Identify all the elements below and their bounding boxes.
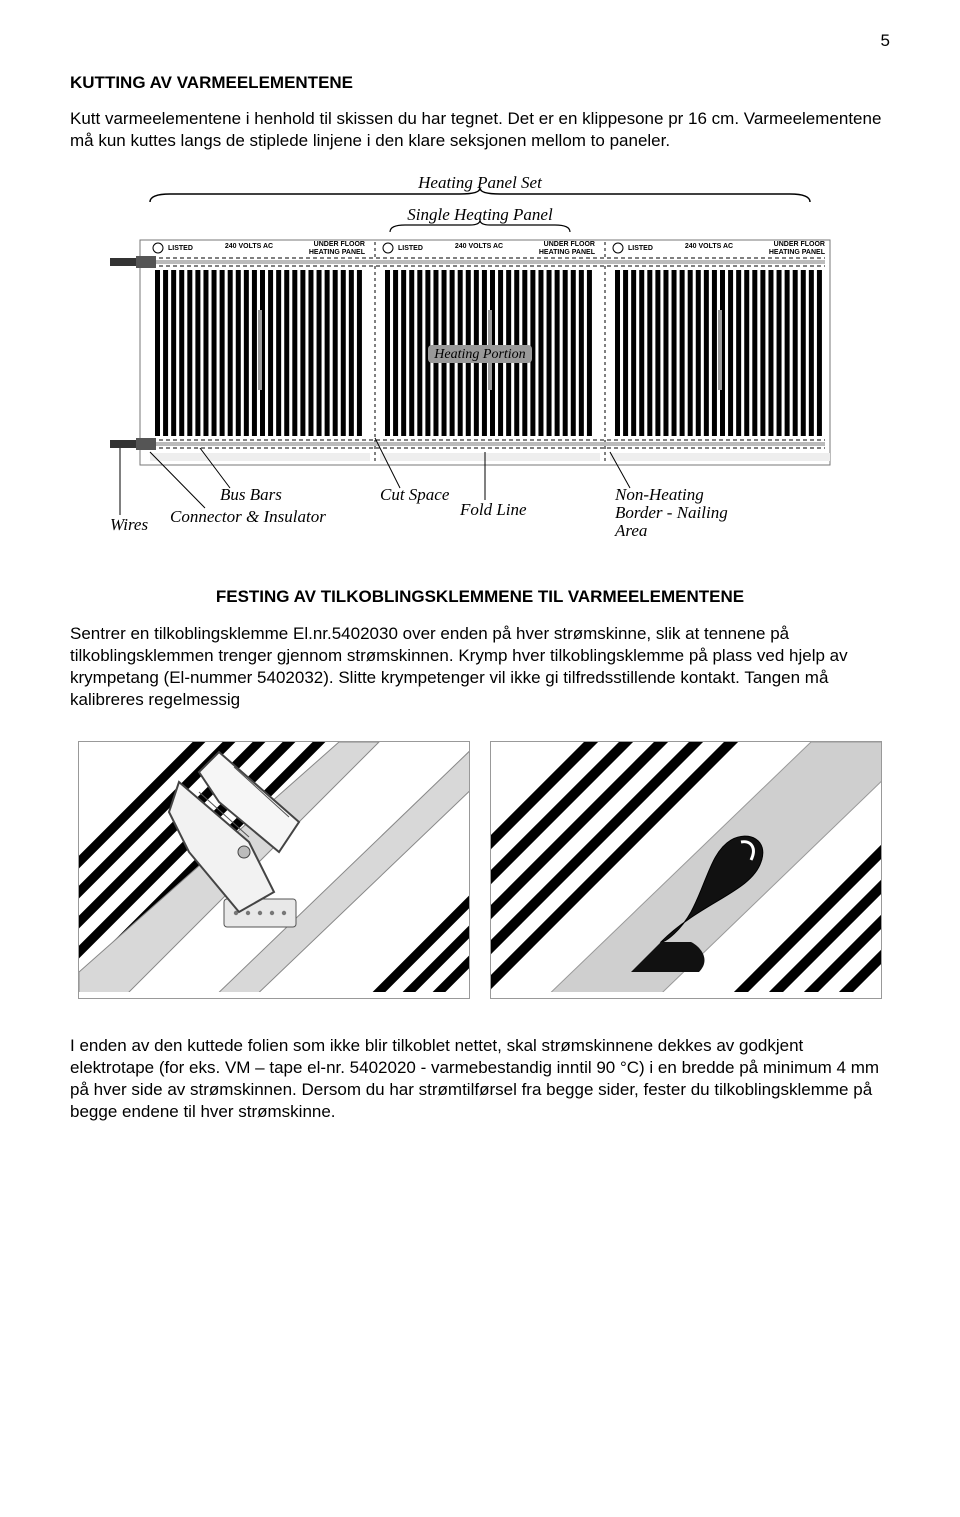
label-busbars: Bus Bars	[220, 485, 282, 504]
section3-para: I enden av den kuttede folien som ikke b…	[70, 1035, 890, 1123]
svg-text:LISTED: LISTED	[168, 245, 193, 252]
page-number: 5	[70, 30, 890, 52]
label-wires: Wires	[110, 515, 148, 534]
crimp-tool-illustration	[78, 741, 470, 999]
svg-text:UNDER FLOOR: UNDER FLOOR	[544, 241, 595, 248]
svg-text:LISTED: LISTED	[628, 245, 653, 252]
section2-title: FESTING AV TILKOBLINGSKLEMMENE TIL VARME…	[70, 586, 890, 608]
label-border: Border - Nailing	[615, 503, 728, 522]
label-area: Area	[614, 521, 647, 540]
svg-text:240 VOLTS AC: 240 VOLTS AC	[225, 243, 273, 250]
section1-title: KUTTING AV VARMEELEMENTENE	[70, 72, 890, 94]
label-connector: Connector & Insulator	[170, 507, 326, 526]
svg-text:HEATING PANEL: HEATING PANEL	[769, 249, 826, 256]
label-cutspace: Cut Space	[380, 485, 450, 504]
diagram-center-label: Heating Portion	[433, 347, 525, 362]
label-foldline: Fold Line	[459, 500, 527, 519]
illustration-row	[70, 741, 890, 999]
svg-text:HEATING PANEL: HEATING PANEL	[309, 249, 366, 256]
svg-text:240 VOLTS AC: 240 VOLTS AC	[455, 243, 503, 250]
section2-para: Sentrer en tilkoblingsklemme El.nr.54020…	[70, 623, 890, 711]
svg-text:LISTED: LISTED	[398, 245, 423, 252]
svg-text:HEATING PANEL: HEATING PANEL	[539, 249, 596, 256]
tape-fold-illustration	[490, 741, 882, 999]
svg-text:UNDER FLOOR: UNDER FLOOR	[774, 241, 825, 248]
label-nonheating: Non-Heating	[614, 485, 704, 504]
svg-text:UNDER FLOOR: UNDER FLOOR	[314, 241, 365, 248]
heating-panel-diagram: Heating Panel Set Single Heating Panel L…	[90, 170, 870, 556]
section1-para: Kutt varmeelementene i henhold til skiss…	[70, 108, 890, 152]
svg-text:240 VOLTS AC: 240 VOLTS AC	[685, 243, 733, 250]
